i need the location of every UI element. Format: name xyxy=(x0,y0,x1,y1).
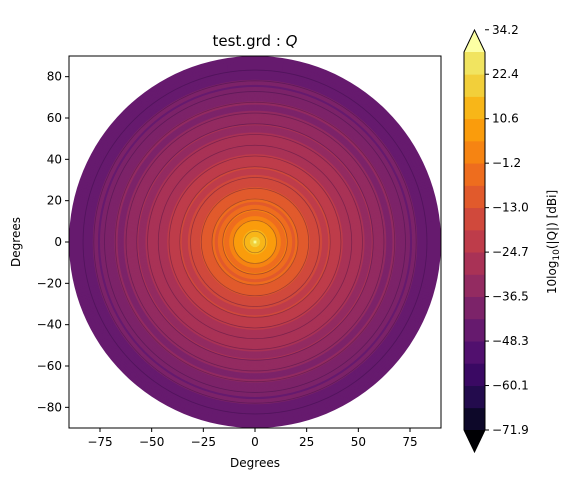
ripple-line xyxy=(104,91,406,393)
colorbar-tick-label: −36.5 xyxy=(492,290,529,304)
colorbar-band xyxy=(464,118,485,142)
pattern-layer xyxy=(69,56,441,428)
title-symbol: Q xyxy=(286,32,298,50)
colorbar-band xyxy=(464,96,485,120)
colorbar-tick-label: −1.2 xyxy=(492,156,521,170)
colorbar-extend-max xyxy=(464,30,485,52)
colorbar-tick-label: 34.2 xyxy=(492,23,519,37)
colorbar-tick-label: 22.4 xyxy=(492,67,519,81)
x-axis-label: Degrees xyxy=(230,456,280,470)
ripple-line xyxy=(125,112,385,372)
x-tick-label: −50 xyxy=(139,435,164,449)
y-tick-label: −40 xyxy=(37,318,62,332)
x-tick-label: 0 xyxy=(251,435,259,449)
ripple-line xyxy=(233,220,277,264)
y-tick-label: 60 xyxy=(47,111,62,125)
colorbar-tick-label: −60.1 xyxy=(492,379,529,393)
ripple-line xyxy=(157,144,353,340)
colorbar-band xyxy=(464,341,485,364)
colorbar-band xyxy=(464,363,485,386)
y-tick-label: 80 xyxy=(47,70,62,84)
ripple-line xyxy=(211,198,299,286)
x-axis: −75 −50 −25 0 25 50 75 xyxy=(87,428,418,449)
colorbar-band xyxy=(464,252,485,275)
ripple-line xyxy=(179,166,331,318)
ripple-line xyxy=(114,101,396,383)
x-tick-label: −75 xyxy=(87,435,112,449)
ripple-line xyxy=(243,230,267,254)
x-tick-label: 50 xyxy=(351,435,366,449)
y-axis-label: Degrees xyxy=(9,217,23,267)
y-tick-label: 0 xyxy=(54,235,62,249)
ripple-line xyxy=(147,134,363,350)
y-tick-label: −60 xyxy=(37,359,62,373)
ripple-line xyxy=(136,123,374,361)
colorbar-label: 10log10(|Q|) [dBi] xyxy=(545,190,562,294)
y-tick-label: −80 xyxy=(37,400,62,414)
contour-ring xyxy=(253,240,257,244)
colorbar-extend-min xyxy=(464,430,485,452)
ripple-line xyxy=(93,80,417,404)
y-tick-label: 40 xyxy=(47,152,62,166)
colorbar-tick-label: −71.9 xyxy=(492,423,529,437)
ripple-line xyxy=(82,69,428,415)
colorbar-tick-label: −48.3 xyxy=(492,334,529,348)
colorbar xyxy=(463,28,486,454)
colorbar-band xyxy=(464,229,485,253)
colorbar-band xyxy=(464,207,485,231)
colorbar-band xyxy=(464,296,485,320)
colorbar-tick-label: −13.0 xyxy=(492,201,529,215)
colorbar-band xyxy=(464,385,485,409)
y-tick-label: −20 xyxy=(37,276,62,290)
x-tick-label: 25 xyxy=(299,435,314,449)
chart-title: test.grd : Q xyxy=(213,32,298,50)
colorbar-tick-label: 10.6 xyxy=(492,112,519,126)
colorbar-band xyxy=(464,52,485,75)
x-tick-label: 75 xyxy=(402,435,417,449)
y-axis: 80 60 40 20 0 −20 −40 −60 −80 xyxy=(37,70,69,414)
ripple-line xyxy=(168,155,342,329)
colorbar-tick-label: −24.7 xyxy=(492,245,529,259)
colorbar-band xyxy=(464,274,485,297)
ripple-line xyxy=(200,187,310,297)
colorbar-axis: 34.2 22.4 10.6 −1.2 −13.0 −24.7 −36.5 −48.3 −60.… xyxy=(485,23,529,437)
colorbar-band xyxy=(464,74,485,97)
colorbar-band xyxy=(464,163,485,186)
ripple-line xyxy=(222,209,288,275)
y-tick-label: 20 xyxy=(47,194,62,208)
colorbar-band xyxy=(464,407,485,431)
colorbar-band xyxy=(464,185,485,209)
colorbar-band xyxy=(464,140,485,164)
ripple-line xyxy=(190,177,320,307)
x-tick-label: −25 xyxy=(191,435,216,449)
colorbar-band xyxy=(464,318,485,342)
